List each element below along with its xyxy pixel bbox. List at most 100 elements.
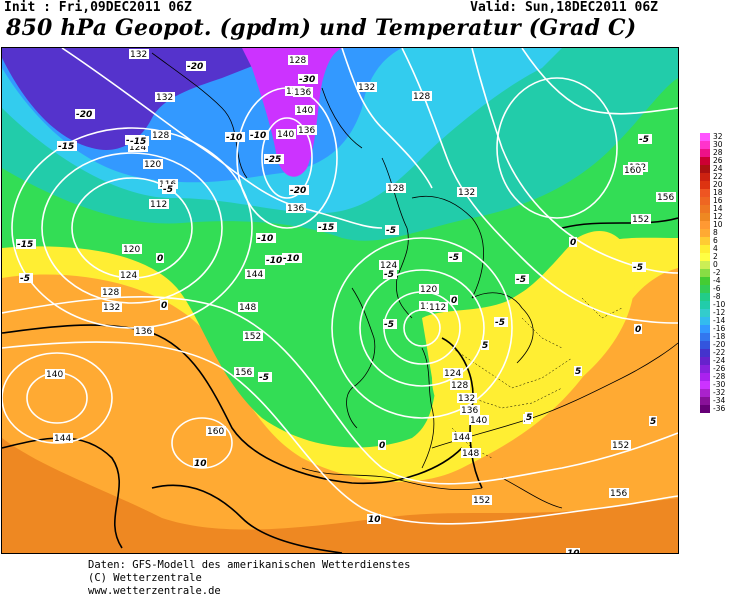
legend-entry: -28 — [700, 372, 725, 381]
legend-swatch — [700, 269, 710, 277]
legend-swatch — [700, 341, 710, 349]
legend-label: -26 — [713, 364, 726, 373]
legend-entry: 14 — [700, 204, 723, 213]
svg-text:0: 0 — [161, 301, 167, 311]
legend-label: -2 — [713, 268, 721, 277]
legend-entry: 6 — [700, 236, 718, 245]
legend-label: -14 — [713, 316, 726, 325]
geopotential-label: 128 — [288, 55, 308, 66]
svg-text:132: 132 — [156, 93, 173, 103]
legend-entry: 32 — [700, 132, 723, 141]
temperature-label: -5 — [385, 225, 399, 236]
temperature-label: -10 — [249, 130, 269, 141]
legend-entry: -4 — [700, 276, 720, 285]
legend-entry: 22 — [700, 172, 723, 181]
svg-text:5: 5 — [526, 413, 532, 423]
svg-text:152: 152 — [612, 441, 629, 451]
svg-text:156: 156 — [610, 489, 627, 499]
init-time: Init : Fri,09DEC2011 06Z — [4, 0, 192, 15]
svg-text:132: 132 — [130, 50, 147, 60]
legend-entry: 16 — [700, 196, 723, 205]
legend-swatch — [700, 205, 710, 213]
legend-swatch — [700, 261, 710, 269]
legend-entry: 0 — [700, 260, 718, 269]
geopotential-label: 128 — [450, 380, 470, 391]
svg-text:112: 112 — [429, 303, 446, 313]
legend-swatch — [700, 373, 710, 381]
geopotential-label: 124 — [379, 260, 399, 271]
legend-label: 4 — [713, 244, 718, 253]
svg-text:136: 136 — [298, 126, 315, 136]
legend-entry: -8 — [700, 292, 720, 301]
temperature-label: -15 — [57, 141, 77, 152]
svg-text:112: 112 — [150, 200, 167, 210]
legend-swatch — [700, 365, 710, 373]
temperature-label: -5 — [632, 262, 646, 273]
legend-entry: -34 — [700, 396, 725, 405]
temperature-label: 0 — [569, 237, 577, 248]
geopotential-label: 152 — [472, 495, 492, 506]
legend-entry: 12 — [700, 212, 723, 221]
legend-swatch — [700, 189, 710, 197]
svg-text:-15: -15 — [58, 142, 74, 152]
temperature-label: -10 — [265, 255, 285, 266]
legend-swatch — [700, 325, 710, 333]
legend-label: 2 — [713, 252, 718, 261]
legend-entry: 2 — [700, 252, 718, 261]
svg-text:124: 124 — [380, 261, 397, 271]
svg-text:124: 124 — [444, 369, 461, 379]
geopotential-label: 136 — [297, 125, 317, 136]
svg-text:120: 120 — [420, 285, 437, 295]
geopotential-label: 140 — [45, 369, 65, 380]
temperature-label: -5 — [258, 372, 272, 383]
legend-swatch — [700, 333, 710, 341]
legend-entry: -36 — [700, 404, 725, 413]
svg-text:140: 140 — [470, 416, 487, 426]
geopotential-label: 120 — [122, 244, 142, 255]
fill-purple — [2, 48, 282, 150]
svg-text:-5: -5 — [516, 275, 526, 285]
geopotential-label: 120 — [143, 159, 163, 170]
legend-label: 16 — [713, 196, 723, 205]
geopotential-label: 136 — [460, 405, 480, 416]
temperature-label: 0 — [378, 440, 386, 451]
geopotential-label: 136 — [286, 203, 306, 214]
temperature-label: 5 — [574, 366, 582, 377]
svg-text:136: 136 — [135, 327, 152, 337]
legend-label: -24 — [713, 356, 726, 365]
legend-label: -16 — [713, 324, 726, 333]
geopotential-label: 152 — [611, 440, 631, 451]
legend-swatch — [700, 253, 710, 261]
svg-text:132: 132 — [458, 188, 475, 198]
geopotential-label: 128 — [101, 287, 121, 298]
legend-swatch — [700, 285, 710, 293]
legend-entry: -30 — [700, 380, 725, 389]
temperature-label: 0 — [160, 300, 168, 311]
svg-text:-10: -10 — [250, 131, 266, 141]
svg-text:128: 128 — [102, 288, 119, 298]
temperature-label: 0 — [450, 295, 458, 306]
svg-text:144: 144 — [54, 434, 71, 444]
legend-label: -10 — [713, 300, 726, 309]
svg-text:132: 132 — [458, 394, 475, 404]
footer-copyright: (C) Wetterzentrale — [88, 572, 202, 584]
svg-text:10: 10 — [567, 549, 580, 553]
legend-swatch — [700, 221, 710, 229]
geopotential-label: 132 — [129, 49, 149, 60]
svg-text:-5: -5 — [20, 274, 30, 284]
temperature-label: 10 — [193, 458, 207, 469]
legend-label: -36 — [713, 404, 726, 413]
legend-label: 22 — [713, 172, 723, 181]
svg-text:160: 160 — [624, 166, 641, 176]
legend-entry: 20 — [700, 180, 723, 189]
svg-text:156: 156 — [657, 193, 674, 203]
legend-swatch — [700, 141, 710, 149]
geopotential-label: 136 — [293, 87, 313, 98]
legend-swatch — [700, 173, 710, 181]
temperature-label: -5 — [19, 273, 33, 284]
svg-text:-15: -15 — [130, 137, 146, 147]
svg-text:136: 136 — [287, 204, 304, 214]
legend-label: -22 — [713, 348, 726, 357]
geopotential-label: 156 — [656, 192, 676, 203]
legend-entry: 10 — [700, 220, 723, 229]
